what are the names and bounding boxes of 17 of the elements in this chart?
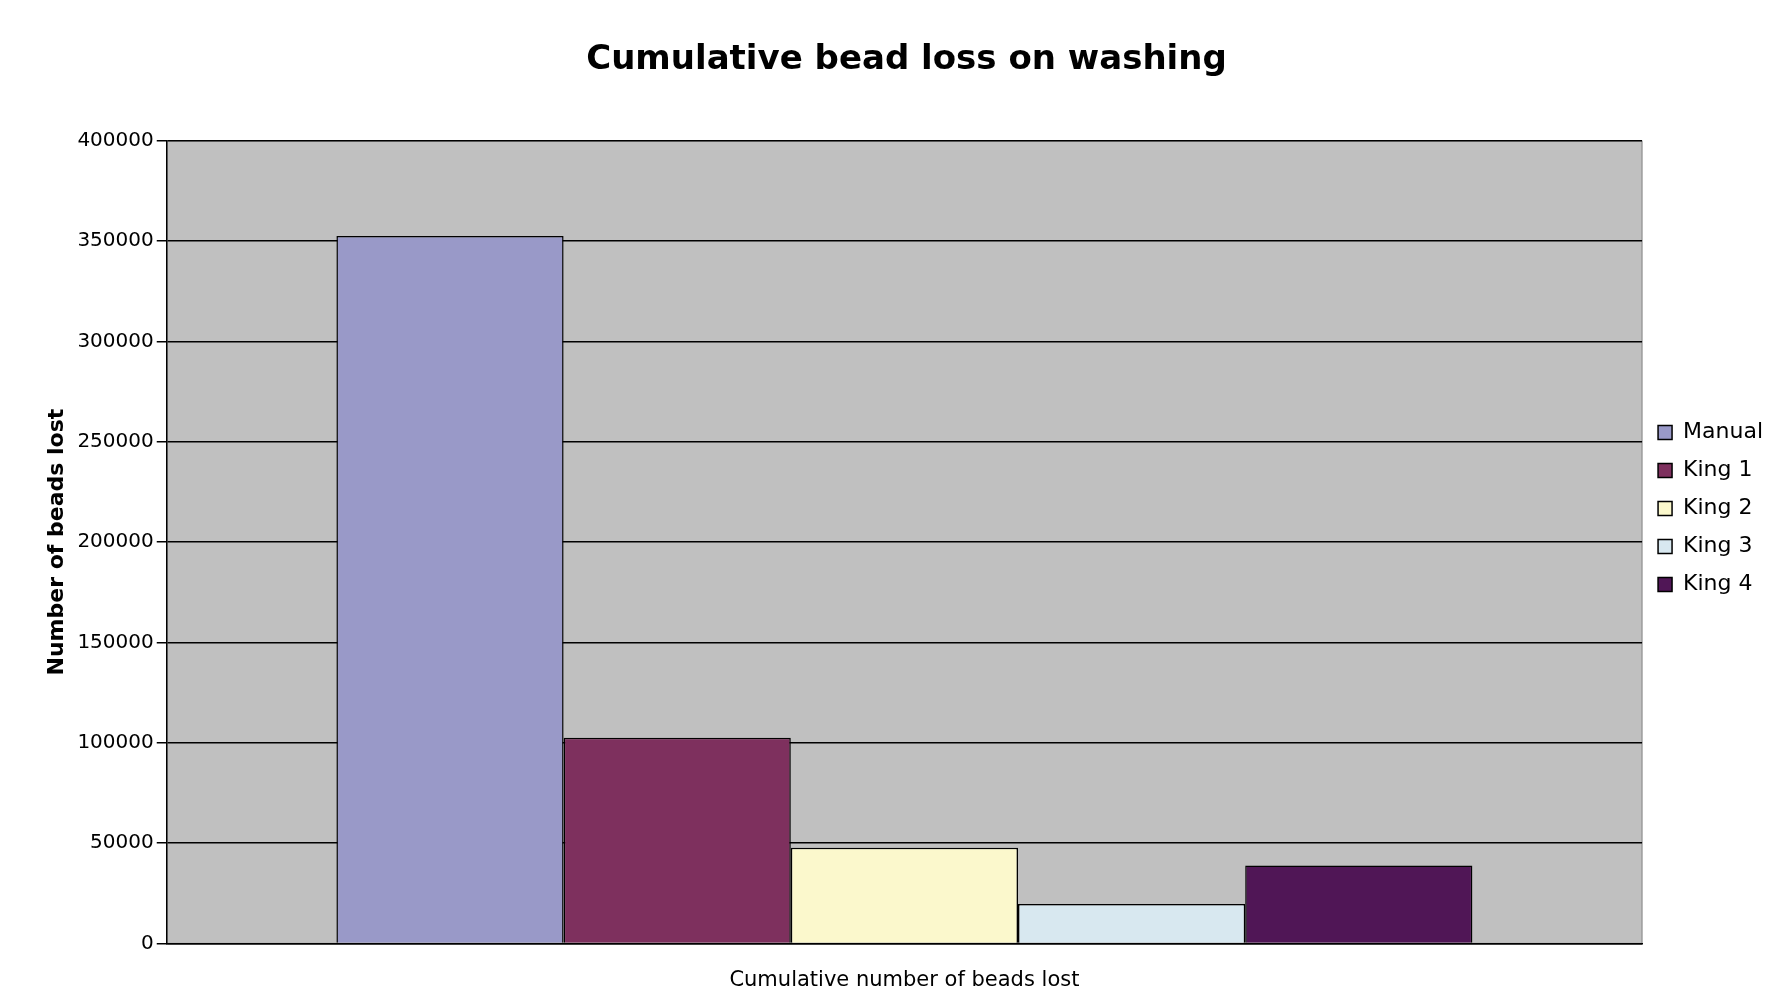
y-tick-label: 300000	[77, 327, 154, 352]
legend-label: King 4	[1683, 570, 1753, 596]
y-tick-label: 100000	[77, 728, 154, 753]
chart-title: Cumulative bead loss on washing	[586, 37, 1227, 78]
y-tick-label: 400000	[77, 127, 154, 151]
y-tick-label: 150000	[77, 628, 154, 653]
y-tick-label: 350000	[77, 227, 154, 252]
y-tick-label: 0	[141, 929, 154, 954]
legend-label: King 2	[1683, 494, 1753, 520]
y-tick-label: 250000	[77, 427, 154, 452]
y-axis-title: Number of beads lost	[42, 408, 68, 676]
y-tick-label: 200000	[77, 528, 154, 553]
y-tick-label: 50000	[90, 829, 154, 854]
legend-label: Manual	[1683, 418, 1764, 444]
legend-label: King 3	[1683, 532, 1753, 558]
x-axis-title: Cumulative number of beads lost	[729, 966, 1080, 991]
legend-label: King 1	[1683, 456, 1753, 482]
